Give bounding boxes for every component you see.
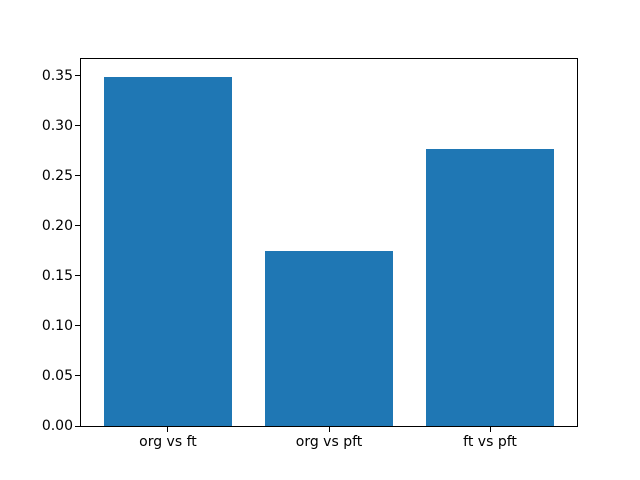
y-axis-tick: [75, 125, 80, 127]
y-axis-tick-label: 0.30: [41, 117, 73, 134]
x-axis-tick: [489, 427, 491, 432]
y-axis-tick-label: 0.25: [41, 167, 73, 184]
y-axis-tick-label: 0.15: [41, 267, 73, 284]
plot-area: 0.00 0.05 0.10 0.15 0.20 0.25 0.30 0.35 org vs f…: [42, 58, 578, 449]
x-axis-tick-label-ft-vs-pft: ft vs pft: [463, 434, 517, 450]
x-axis-tick: [328, 427, 330, 432]
bar-org-vs-ft: [103, 76, 233, 426]
y-axis-tick-label: 0.00: [41, 418, 73, 434]
x-axis-tick: [167, 427, 169, 432]
y-axis-tick: [75, 375, 80, 377]
y-axis-tick: [75, 275, 80, 277]
y-axis-tick: [75, 75, 80, 77]
y-axis-tick: [75, 175, 80, 177]
y-axis-tick-label: 0.10: [41, 317, 73, 334]
y-axis-tick-label: 0.05: [41, 367, 73, 384]
x-axis-tick-label-org-vs-pft: org vs pft: [295, 434, 363, 450]
x-axis-tick-label-org-vs-ft: org vs ft: [139, 434, 197, 450]
y-axis-tick: [75, 425, 80, 427]
y-axis-tick-label: 0.35: [41, 67, 73, 84]
bar-ft-vs-pft: [425, 148, 555, 426]
y-axis-tick-label: 0.20: [41, 217, 73, 234]
y-axis-tick: [75, 225, 80, 227]
y-axis-tick: [75, 325, 80, 327]
bar-org-vs-pft: [264, 250, 394, 426]
